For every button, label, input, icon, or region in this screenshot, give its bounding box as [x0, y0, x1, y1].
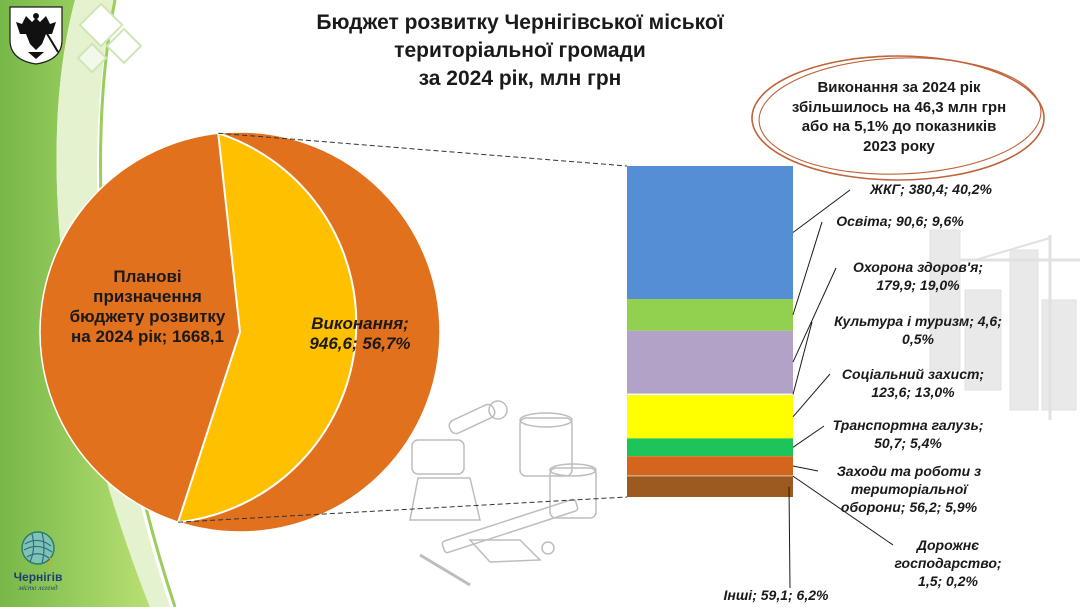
- bar-label-roads: Дорожнє господарство; 1,5; 0,2%: [892, 536, 1004, 590]
- bar-segment: [627, 395, 793, 439]
- bar-label-line: територіальної: [850, 481, 968, 497]
- bar-label-zhkg: ЖКГ; 380,4; 40,2%: [846, 180, 1016, 198]
- diamond-decoration: [105, 27, 143, 65]
- bar-label-line: Охорона здоров'я;: [852, 259, 984, 275]
- bar-label-other: Інші; 59,1; 6,2%: [706, 586, 846, 604]
- note-line: Виконання за 2024 рік: [817, 79, 981, 96]
- green-swoosh-left: [0, 0, 150, 607]
- leader-line: [792, 321, 813, 395]
- note-line: 2023 року: [863, 137, 935, 155]
- bar-label-line: Соціальний захист;: [841, 366, 985, 382]
- bar-label-line: Заходи та роботи з: [836, 463, 982, 479]
- diamond-decoration: [76, 42, 108, 74]
- title-line: за 2024 рік, млн грн: [418, 67, 622, 90]
- pie-label-line: на 2024 рік; 1668,1: [71, 327, 224, 346]
- bar-label-culture: Культура і туризм; 4,6; 0,5%: [810, 312, 1026, 348]
- city-sketch-icon: [929, 229, 1080, 420]
- bar-label-line: Дорожнє: [916, 537, 980, 553]
- bar-label-health: Охорона здоров'я; 179,9; 19,0%: [833, 258, 1003, 294]
- bar-label-line: 179,9; 19,0%: [876, 277, 960, 293]
- bar-label-line: Культура і туризм; 4,6;: [834, 313, 1002, 329]
- note-line: збільшилось на 46,3 млн грн: [791, 98, 1007, 116]
- yarn-ball-icon: [21, 531, 55, 566]
- bar-label-defense: Заходи та роботи з територіальної оборон…: [815, 462, 1003, 516]
- bar-label-social: Соціальний захист; 123,6; 13,0%: [828, 365, 998, 401]
- leader-line: [788, 486, 791, 589]
- bar-label-line: Інші; 59,1; 6,2%: [723, 587, 829, 603]
- bar-segment: [627, 476, 793, 497]
- pie-label-plan: Планові призначення бюджету розвитку на …: [40, 267, 255, 347]
- leader-line: [792, 373, 831, 418]
- bar-label-transport: Транспортна галузь; 50,7; 5,4%: [822, 416, 994, 452]
- bar-segment: [627, 330, 793, 394]
- bar-segment: [626, 393, 794, 396]
- pie-label-line: бюджету розвитку: [69, 307, 226, 326]
- coat-of-arms-icon: [9, 6, 63, 65]
- pie-slice-exec: [176, 131, 358, 524]
- city-name: Чернігів: [13, 570, 63, 584]
- bar-label-osvita: Освіта; 90,6; 9,6%: [820, 212, 980, 230]
- bar-label-line: 1,5; 0,2%: [918, 573, 978, 589]
- leader-line: [792, 189, 851, 233]
- bar-segment: [627, 438, 793, 457]
- note-ellipse-stroke: [758, 57, 1042, 175]
- diamond-decoration: [78, 2, 124, 48]
- leader-line: [792, 465, 819, 472]
- leader-line: [792, 425, 825, 448]
- pie-label-line: 946,6; 56,7%: [309, 334, 411, 353]
- pie-label-line: Виконання;: [311, 314, 409, 333]
- leader-line: [792, 267, 837, 363]
- bar-label-line: 0,5%: [902, 331, 934, 347]
- pie-label-line: Планові: [113, 267, 182, 286]
- pie-label-line: призначення: [93, 287, 202, 306]
- bar-label-line: Освіта; 90,6; 9,6%: [836, 213, 964, 229]
- pie-bar-connector: [178, 496, 628, 523]
- bar-segment: [627, 456, 793, 476]
- bar-label-line: господарство;: [894, 555, 1002, 571]
- bar-label-line: оборони; 56,2; 5,9%: [840, 499, 978, 515]
- bar-label-line: Транспортна галузь;: [832, 417, 984, 433]
- bar-segment: [627, 299, 793, 331]
- leader-line: [792, 221, 823, 316]
- pie-label-exec: Виконання; 946,6; 56,7%: [290, 314, 430, 354]
- tools-sketch-icon: [409, 400, 597, 587]
- bar-label-line: 123,6; 13,0%: [871, 384, 955, 400]
- city-tagline: місто легенд: [18, 584, 58, 592]
- green-swoosh-inner: [56, 0, 170, 607]
- bar-label-line: ЖКГ; 380,4; 40,2%: [869, 181, 992, 197]
- growth-note: Виконання за 2024 рік збільшилось на 46,…: [760, 78, 1038, 156]
- bar-segment: [627, 166, 793, 299]
- title-line: територіальної громади: [394, 39, 646, 62]
- bar-label-line: 50,7; 5,4%: [874, 435, 942, 451]
- pie-bar-connector: [218, 132, 628, 167]
- leader-line: [792, 475, 894, 546]
- city-brand-logo: Чернігів місто легенд: [8, 530, 68, 600]
- note-line: або на 5,1% до показників: [801, 118, 997, 135]
- note-ellipse: [751, 55, 1045, 181]
- title-line: Бюджет розвитку Чернігівської міської: [316, 11, 724, 34]
- page-title: Бюджет розвитку Чернігівської міської те…: [230, 9, 810, 93]
